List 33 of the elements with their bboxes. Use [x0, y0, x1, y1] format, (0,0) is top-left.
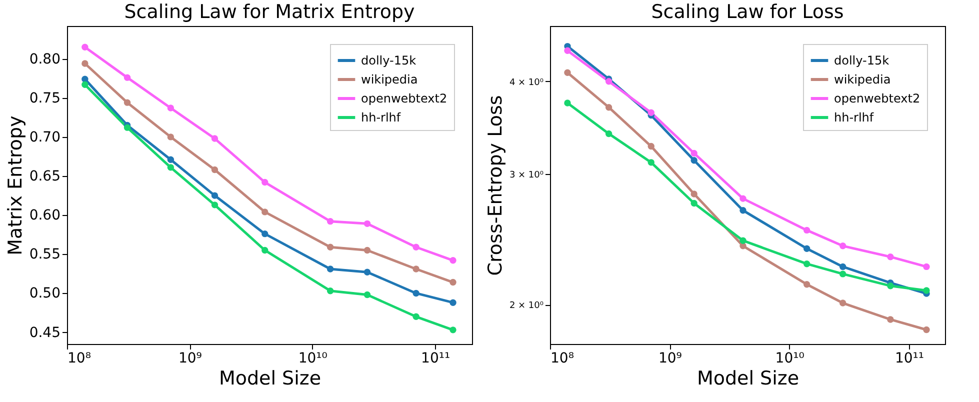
- y-tick-label: 0.80: [29, 51, 60, 68]
- x-tick-label: 10¹⁰: [298, 350, 328, 366]
- x-axis-title: Model Size: [696, 368, 800, 390]
- x-axis-title: Model Size: [218, 368, 322, 390]
- chart-title: Scaling Law for Matrix Entropy: [124, 1, 415, 23]
- legend-label: hh-rlhf: [834, 110, 874, 124]
- legend-label: openwebtext2: [834, 92, 920, 106]
- y-tick-label: 0.75: [29, 90, 60, 106]
- legend-label: wikipedia: [361, 72, 418, 86]
- x-tick-label: 10¹⁰: [775, 350, 805, 366]
- x-tick-label: 10¹¹: [421, 350, 450, 366]
- y-axis-title: Cross-Entropy Loss: [484, 95, 506, 276]
- y-tick-label: 0.45: [29, 324, 60, 341]
- legend-label: hh-rlhf: [361, 110, 402, 124]
- x-tick-label: 10⁹: [658, 350, 682, 366]
- y-tick-label: 0.50: [29, 286, 60, 302]
- x-tick-label: 10⁸: [550, 350, 574, 366]
- y-tick-label: 4 × 10⁰: [509, 78, 544, 88]
- y-tick-label: 0.65: [29, 168, 60, 185]
- y-tick-label: 0.55: [29, 246, 60, 263]
- legend-label: openwebtext2: [361, 92, 448, 106]
- chart-title: Scaling Law for Loss: [651, 1, 844, 23]
- x-tick-label: 10¹¹: [894, 350, 924, 366]
- legend-label: dolly-15k: [361, 54, 416, 68]
- y-tick-label: 0.60: [29, 208, 60, 224]
- legend-label: wikipedia: [834, 72, 891, 86]
- y-tick-label: 0.70: [29, 129, 60, 146]
- x-tick-label: 10⁹: [178, 350, 202, 366]
- y-tick-label: 2 × 10⁰: [509, 301, 544, 312]
- y-axis-title: Matrix Entropy: [4, 116, 26, 256]
- y-tick-label: 3 × 10⁰: [509, 170, 544, 181]
- legend-label: dolly-15k: [834, 54, 890, 68]
- x-tick-label: 10⁸: [68, 350, 92, 366]
